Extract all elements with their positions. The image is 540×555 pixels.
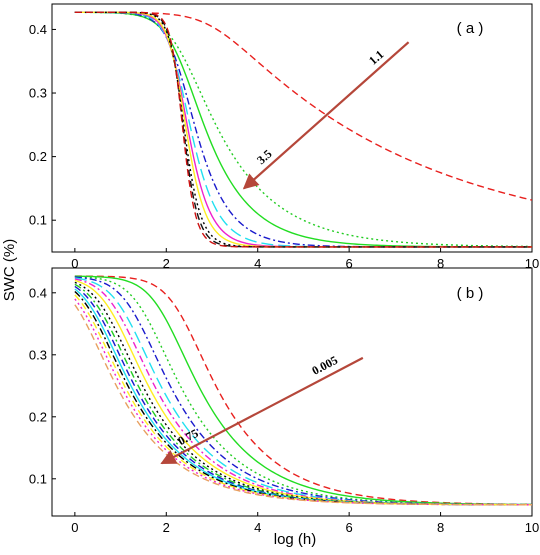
series-line-2: [74, 275, 532, 506]
x-tick-label: 2: [163, 256, 170, 271]
series-line-5: [74, 11, 532, 248]
y-tick-label: 0.3: [29, 347, 47, 362]
series-line-6: [74, 11, 532, 248]
y-tick-label: 0.1: [29, 213, 47, 228]
series-line-3: [74, 11, 532, 248]
series-line-10: [74, 285, 532, 506]
series-line-15: [74, 304, 532, 506]
y-tick-label: 0.4: [29, 22, 47, 37]
x-tick-label: 10: [525, 256, 539, 271]
plot-frame: [51, 267, 533, 517]
parameter-arrow: [242, 41, 410, 190]
series-line-11: [74, 288, 532, 506]
panel-label: ( a ): [457, 20, 484, 37]
y-tick-label: 0.3: [29, 86, 47, 101]
series-line-2: [74, 11, 532, 248]
series-line-4: [74, 11, 532, 248]
x-tick-label: 0: [71, 256, 78, 271]
chart-panel-a: 0 2 4 6 8 100.10.20.30.41.13.5( a ): [29, 3, 539, 271]
parameter-arrow: [160, 356, 364, 465]
series-group: [74, 11, 532, 248]
x-tick-label: 4: [254, 256, 261, 271]
series-line-9: [74, 283, 532, 506]
series-line-7: [74, 11, 532, 248]
x-tick-label: 2: [163, 520, 170, 535]
y-tick-label: 0.4: [29, 285, 47, 300]
x-axis-title: log (h): [274, 531, 317, 548]
series-line-10: [74, 11, 532, 248]
arrow-start-label: 0.005: [310, 353, 340, 378]
series-line-8: [74, 11, 532, 248]
x-tick-label: 6: [346, 256, 353, 271]
series-group: [74, 275, 532, 506]
plot-frame: [51, 3, 533, 253]
x-tick-label: 8: [437, 256, 444, 271]
series-line-9: [74, 11, 532, 248]
panel-label: ( b ): [457, 285, 484, 302]
x-tick-label: 0: [71, 520, 78, 535]
x-tick-label: 8: [437, 520, 444, 535]
series-line-12: [74, 291, 532, 506]
x-tick-label: 6: [346, 520, 353, 535]
y-tick-label: 0.2: [29, 149, 47, 164]
x-tick-label: 10: [525, 520, 539, 535]
series-line-7: [74, 279, 532, 506]
series-line-1: [74, 11, 532, 201]
series-line-13: [74, 294, 532, 506]
y-tick-label: 0.2: [29, 409, 47, 424]
y-tick-label: 0.1: [29, 471, 47, 486]
series-line-8: [74, 281, 532, 506]
series-line-3: [74, 275, 532, 506]
series-line-6: [74, 278, 532, 506]
x-tick-label: 4: [254, 520, 261, 535]
y-axis-title: SWC (%): [1, 239, 18, 302]
